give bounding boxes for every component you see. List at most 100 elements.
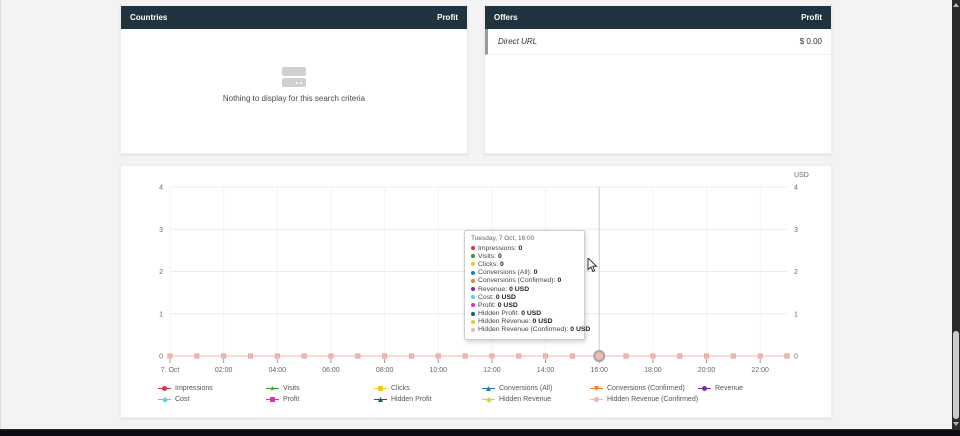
tooltip-metric-value: 0: [500, 260, 504, 268]
countries-panel-title: Countries: [130, 13, 168, 22]
tooltip-metric-row: Hidden Revenue (Confirmed): 0 USD: [471, 326, 590, 334]
legend-label: Revenue: [715, 385, 744, 392]
data-point-marker: [516, 353, 522, 359]
y-axis-label-right: 1: [794, 311, 798, 318]
tooltip-metric-label: Conversions (All):: [478, 269, 532, 277]
x-axis-label: 12:00: [483, 367, 501, 374]
legend-item-conversions-all[interactable]: Conversions (All): [482, 385, 590, 392]
data-point-marker: [623, 353, 629, 359]
tooltip-series-bullet: [471, 262, 475, 267]
legend-item-hidden-revenue-confirmed[interactable]: Hidden Revenue (Confirmed): [590, 396, 698, 403]
no-data-card-icon: [280, 66, 308, 88]
tooltip-metric-row: Profit: 0 USD: [471, 301, 578, 309]
y-axis-label-left: 0: [159, 354, 163, 361]
tooltip-metric-label: Cost:: [478, 293, 494, 301]
legend-item-impressions[interactable]: Impressions: [158, 385, 266, 392]
legend-item-clicks[interactable]: Clicks: [374, 385, 482, 392]
tooltip-series-bullet: [471, 311, 475, 316]
data-point-marker: [435, 353, 441, 359]
legend-marker-icon: [590, 385, 603, 392]
legend-item-cost[interactable]: Cost: [158, 396, 266, 403]
tooltip-metric-value: 0 USD: [521, 310, 542, 318]
legend-label: Conversions (All): [499, 385, 553, 392]
y-axis-label-right: 3: [794, 227, 798, 234]
offer-row-direct-url[interactable]: Direct URL $ 0.00: [485, 29, 831, 55]
legend-marker-icon: [266, 396, 279, 403]
data-point-marker: [730, 353, 736, 359]
countries-empty-state: Nothing to display for this search crite…: [121, 66, 467, 103]
vertical-scrollbar-thumb[interactable]: [953, 331, 959, 419]
dashboard-page: Countries Profit Nothing to display for …: [0, 0, 832, 429]
data-point-marker: [543, 353, 549, 359]
legend-marker-icon: [158, 385, 171, 392]
data-point-marker: [382, 353, 388, 359]
tooltip-metric-value: 0 USD: [497, 301, 518, 309]
legend-label: Cost: [175, 396, 190, 403]
data-point-marker: [194, 353, 200, 359]
tooltip-metric-row: Revenue: 0 USD: [471, 285, 578, 293]
offers-panel-header: Offers Profit: [485, 6, 831, 29]
x-axis-label: 04:00: [269, 367, 287, 374]
legend-marker-icon: [266, 385, 279, 392]
tooltip-series-bullet: [471, 246, 475, 251]
tooltip-metric-value: 0 USD: [532, 318, 553, 326]
tooltip-metric-label: Hidden Profit:: [478, 310, 520, 318]
scroll-down-arrow-icon[interactable]: [953, 422, 959, 426]
data-point-marker: [757, 353, 763, 359]
data-point-marker: [247, 353, 254, 359]
tooltip-metric-label: Revenue:: [478, 285, 508, 293]
legend-item-hidden-revenue[interactable]: Hidden Revenue: [482, 396, 590, 403]
scroll-up-arrow-icon[interactable]: [953, 3, 959, 7]
tooltip-metric-label: Hidden Revenue (Confirmed):: [478, 326, 569, 334]
x-axis-label: 14:00: [537, 367, 555, 374]
legend-marker-icon: [590, 396, 603, 403]
y-axis-label-left: 2: [159, 269, 163, 276]
data-point-marker: [703, 353, 710, 359]
legend-label: Visits: [283, 385, 300, 392]
hovered-data-point-marker: [593, 349, 606, 363]
data-point-marker: [569, 353, 575, 359]
legend-item-conversions-confirmed[interactable]: Conversions (Confirmed): [590, 385, 698, 392]
x-axis-label: 22:00: [751, 367, 769, 374]
tooltip-metric-row: Hidden Profit: 0 USD: [471, 310, 578, 318]
legend-marker-icon: [374, 385, 387, 392]
tooltip-metric-row: Impressions: 0: [471, 244, 578, 252]
x-axis-label: 18:00: [644, 367, 662, 374]
tooltip-metric-value: 0: [518, 244, 523, 252]
legend-item-visits[interactable]: Visits: [266, 385, 374, 392]
tooltip-metric-row: Clicks: 0: [471, 260, 578, 268]
vertical-scrollbar[interactable]: [952, 0, 960, 429]
tooltip-series-bullet: [471, 287, 475, 292]
data-point-marker: [221, 353, 227, 359]
countries-empty-text: Nothing to display for this search crite…: [222, 94, 366, 103]
horizontal-scrollbar[interactable]: [0, 429, 960, 436]
timeseries-chart-panel: 0 0 1 1 2 2 3 3 4 4 USD 7. Oct 02:00 04:00 06:00 08:00 1…: [120, 165, 832, 418]
offer-name[interactable]: Direct URL: [498, 37, 538, 46]
offers-profit-header[interactable]: Profit: [801, 13, 822, 22]
countries-panel-header: Countries Profit: [121, 6, 467, 29]
legend-item-revenue[interactable]: Revenue: [698, 385, 806, 392]
data-point-marker: [650, 353, 656, 359]
legend-label: Conversions (Confirmed): [607, 385, 685, 392]
tooltip-metric-row: Conversions (All): 0: [471, 269, 578, 277]
tooltip-metric-label: Profit:: [478, 301, 496, 309]
legend-item-hidden-profit[interactable]: Hidden Profit: [374, 396, 482, 403]
chart-legend: Impressions Visits Clicks Conversions (All)…: [121, 383, 833, 405]
x-axis-label: 20:00: [698, 367, 716, 374]
x-axis-label: 10:00: [429, 367, 447, 374]
tooltip-metric-label: Clicks:: [478, 260, 499, 268]
tooltip-series-bullet: [471, 319, 475, 324]
tooltip-metric-row: Conversions (Confirmed): 0: [471, 277, 578, 285]
legend-item-profit[interactable]: Profit: [266, 396, 374, 403]
tooltip-title: Tuesday, 7 Oct, 16:00: [471, 235, 535, 242]
legend-label: Impressions: [175, 385, 213, 392]
legend-label: Hidden Revenue (Confirmed): [607, 396, 699, 403]
x-axis-label: 16:00: [590, 367, 608, 374]
y-axis-label-right: 0: [794, 354, 798, 361]
y-axis-label-left: 4: [159, 185, 163, 192]
mouse-cursor: [587, 258, 598, 273]
tooltip-metric-label: Visits:: [478, 252, 497, 260]
tooltip-metric-value: 0: [533, 269, 538, 277]
countries-profit-header[interactable]: Profit: [437, 13, 458, 22]
